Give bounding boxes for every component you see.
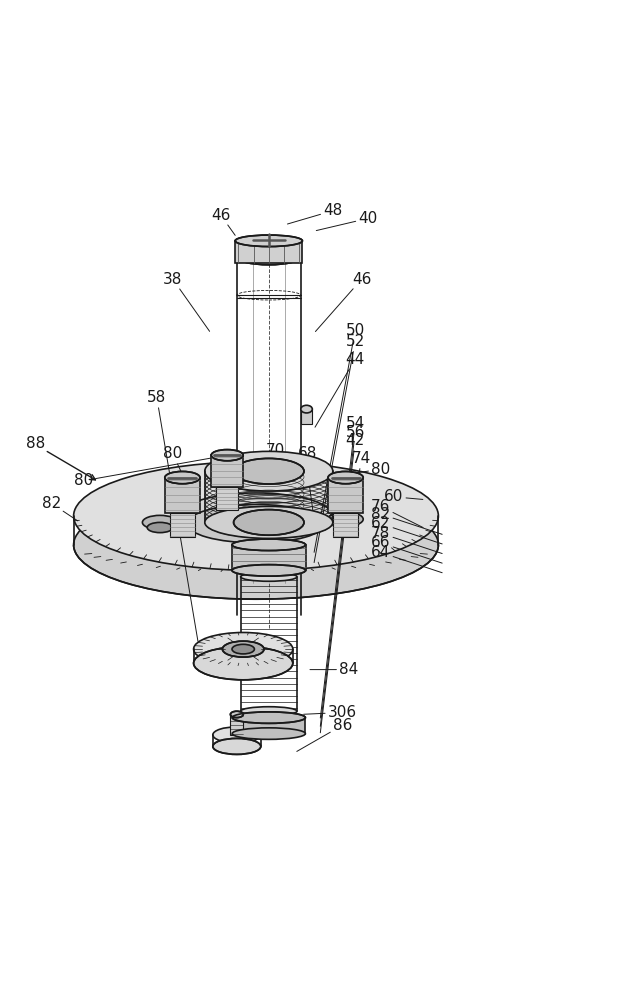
Bar	[211, 455, 243, 487]
Ellipse shape	[165, 471, 200, 484]
Ellipse shape	[143, 515, 178, 529]
Ellipse shape	[237, 249, 301, 265]
Ellipse shape	[147, 522, 173, 533]
Ellipse shape	[230, 711, 243, 718]
Ellipse shape	[241, 707, 297, 716]
Text: 52: 52	[314, 334, 365, 563]
Text: 306: 306	[303, 705, 357, 720]
Ellipse shape	[74, 462, 438, 570]
Ellipse shape	[193, 632, 293, 666]
Ellipse shape	[232, 728, 305, 739]
Text: 76: 76	[371, 499, 423, 528]
Ellipse shape	[333, 519, 358, 529]
Ellipse shape	[179, 493, 333, 539]
Bar	[328, 478, 364, 513]
Text: 66: 66	[371, 535, 442, 563]
Ellipse shape	[328, 512, 364, 526]
Text: 64: 64	[371, 545, 442, 573]
Text: 48: 48	[287, 203, 342, 224]
Ellipse shape	[205, 451, 333, 491]
Text: 38: 38	[163, 272, 209, 331]
Bar	[230, 714, 243, 735]
Ellipse shape	[187, 504, 325, 543]
Bar	[216, 487, 238, 510]
Text: 78: 78	[371, 526, 442, 554]
Ellipse shape	[232, 565, 306, 576]
Ellipse shape	[236, 235, 303, 247]
Text: 56: 56	[321, 425, 365, 726]
Ellipse shape	[232, 712, 305, 723]
Ellipse shape	[234, 458, 304, 484]
Text: 46: 46	[211, 208, 235, 235]
Text: 60: 60	[384, 489, 423, 504]
Text: 80: 80	[74, 456, 225, 488]
Text: 62: 62	[371, 516, 442, 544]
Ellipse shape	[234, 510, 304, 535]
Ellipse shape	[212, 727, 261, 743]
Bar	[236, 241, 302, 263]
Text: 74: 74	[352, 451, 371, 475]
Bar	[232, 718, 305, 734]
Ellipse shape	[205, 506, 333, 538]
Ellipse shape	[328, 471, 364, 484]
Text: 82: 82	[42, 496, 77, 521]
Text: 50: 50	[314, 323, 365, 552]
Ellipse shape	[232, 644, 254, 654]
Text: 42: 42	[321, 433, 365, 733]
Text: 82: 82	[371, 507, 442, 534]
Ellipse shape	[211, 450, 243, 461]
Ellipse shape	[212, 738, 261, 754]
Text: 86: 86	[297, 718, 352, 751]
Text: 84: 84	[310, 662, 358, 677]
Ellipse shape	[74, 490, 438, 599]
Bar	[164, 478, 200, 513]
Bar	[170, 513, 195, 537]
Ellipse shape	[193, 647, 293, 680]
Text: 44: 44	[315, 352, 365, 427]
Ellipse shape	[301, 405, 312, 413]
Text: 70: 70	[239, 443, 285, 464]
Text: 58: 58	[147, 390, 198, 641]
Bar	[333, 513, 358, 537]
Bar	[232, 545, 306, 570]
Ellipse shape	[223, 641, 264, 657]
Text: 46: 46	[316, 272, 371, 332]
Ellipse shape	[241, 572, 297, 581]
Text: 72: 72	[298, 462, 317, 513]
Bar	[301, 409, 312, 424]
Text: 40: 40	[316, 211, 378, 231]
Text: 68: 68	[298, 446, 317, 465]
Text: 80: 80	[163, 446, 182, 472]
Ellipse shape	[232, 539, 306, 551]
Text: 54: 54	[321, 416, 365, 718]
Text: 80: 80	[348, 462, 390, 477]
Text: 88: 88	[26, 436, 45, 451]
